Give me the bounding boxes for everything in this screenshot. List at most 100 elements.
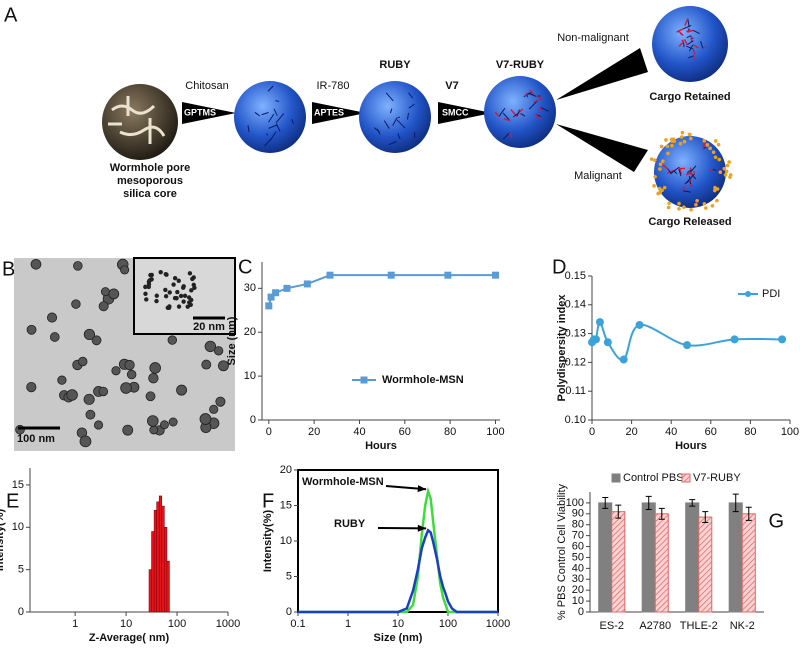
y-tick-label: 60	[572, 540, 584, 552]
particle	[147, 415, 159, 427]
bar	[698, 516, 713, 613]
cargo	[688, 136, 693, 141]
particle	[83, 393, 95, 405]
condition-label: Malignant	[574, 170, 622, 182]
result-label: Cargo Retained	[649, 91, 730, 103]
legend-swatch	[611, 473, 621, 483]
bar	[148, 569, 152, 613]
cargo	[657, 186, 662, 191]
particle	[176, 384, 188, 396]
y-tick-label: 0	[286, 606, 292, 618]
particle	[120, 265, 130, 275]
bar	[654, 513, 669, 613]
strand	[268, 113, 275, 123]
cargo	[695, 198, 699, 203]
peptide	[689, 183, 693, 189]
x-axis-label: Hours	[365, 440, 397, 452]
y-tick-label: 20	[244, 326, 256, 338]
cargo	[687, 132, 692, 137]
peptide	[508, 132, 513, 138]
cargo	[664, 138, 668, 142]
cargo	[652, 158, 657, 163]
peptide	[681, 39, 685, 42]
particle	[168, 417, 178, 427]
y-tick-label: 10	[572, 595, 584, 607]
cargo	[703, 206, 708, 210]
marker	[683, 341, 692, 350]
bar	[728, 502, 743, 613]
x-axis-label: Hours	[675, 440, 707, 452]
pore	[185, 304, 190, 309]
particle	[218, 360, 229, 372]
y-tick-label: 0.10	[565, 414, 586, 426]
y-tick-label: 40	[572, 562, 584, 574]
marker	[387, 271, 395, 279]
y-tick-label: 0.14	[565, 299, 586, 311]
micrograph: B 20 nm 100 nm	[2, 257, 236, 451]
strand	[682, 190, 691, 193]
core-label: Wormhole pore	[110, 162, 190, 174]
cargo	[677, 206, 681, 211]
bar	[158, 495, 163, 613]
x-tick-label: A2780	[639, 620, 671, 632]
y-axis-label: Polydispersity index	[556, 294, 568, 402]
strand	[678, 168, 682, 177]
strand	[667, 168, 672, 175]
marker	[272, 289, 280, 297]
peptide	[702, 142, 706, 150]
x-tick-label: 80	[444, 426, 456, 438]
cargo	[658, 167, 662, 171]
peptide	[687, 29, 694, 33]
pore	[167, 290, 172, 295]
bar	[685, 502, 700, 613]
strand	[389, 108, 393, 114]
particle	[91, 335, 102, 346]
strand	[383, 120, 390, 129]
strand	[270, 131, 277, 140]
x-tick-label: 10	[120, 618, 132, 630]
peptide	[533, 99, 539, 103]
core-label: mesoporous	[117, 175, 183, 187]
particle	[26, 382, 37, 393]
y-tick-label: 0.13	[565, 328, 586, 340]
peptide	[683, 39, 688, 46]
scale-label: 100 nm	[17, 433, 55, 445]
y-tick-label: 70	[572, 530, 584, 542]
particle	[148, 373, 159, 384]
cargo	[727, 160, 731, 164]
marker	[444, 271, 452, 279]
peptide	[534, 113, 541, 120]
y-tick-label: 0	[578, 606, 584, 618]
frame	[297, 469, 499, 613]
cargo	[713, 185, 717, 190]
bar	[161, 505, 165, 613]
pore	[146, 282, 152, 287]
legend-swatch	[681, 473, 691, 483]
peptide	[518, 108, 524, 113]
strand	[688, 44, 694, 52]
particle	[111, 366, 121, 376]
cargo	[717, 157, 722, 162]
strand	[688, 55, 694, 59]
pore	[189, 288, 194, 293]
strand	[686, 40, 694, 46]
pore	[186, 295, 192, 300]
particle	[215, 396, 226, 407]
y-tick-label: 15	[12, 479, 24, 491]
panel-label: C	[238, 256, 252, 278]
reagent-label: V7	[445, 80, 458, 92]
strand	[267, 85, 274, 92]
linker-label: GPTMS	[184, 107, 216, 117]
panel-label: B	[2, 258, 15, 280]
marker	[267, 293, 275, 301]
core-sphere	[102, 84, 178, 160]
strand	[687, 18, 690, 28]
peptide	[685, 172, 691, 176]
bar	[156, 501, 160, 613]
error-bar	[732, 493, 739, 513]
particle	[93, 420, 104, 430]
error-bar	[645, 495, 652, 510]
peptide	[702, 46, 706, 50]
pore	[182, 293, 188, 299]
